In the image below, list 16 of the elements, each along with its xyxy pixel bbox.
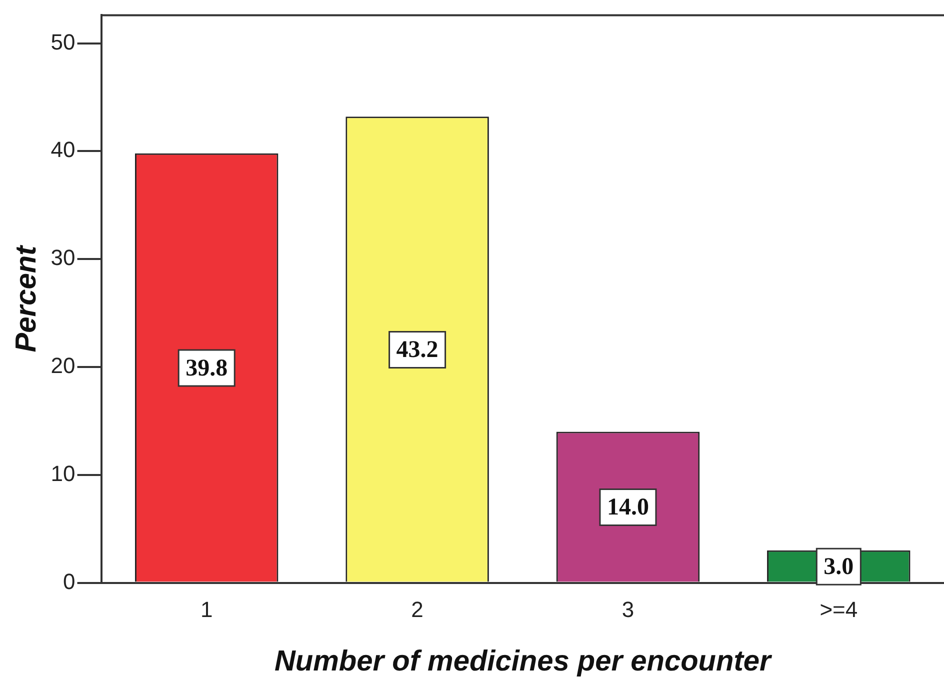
data-label: 43.2 (396, 336, 438, 363)
data-label: 3.0 (824, 554, 854, 580)
x-axis-title: Number of medicines per encounter (274, 646, 773, 678)
y-tick-label: 10 (50, 460, 76, 486)
x-tick-label: 2 (411, 597, 424, 622)
data-label: 14.0 (606, 494, 649, 520)
y-tick-label: 40 (50, 137, 76, 162)
y-tick-label: 50 (50, 29, 76, 54)
y-tick-label: 30 (50, 245, 76, 270)
y-axis-title: Percent (10, 244, 42, 352)
data-label: 39.8 (186, 355, 228, 382)
x-tick-label: 1 (200, 597, 213, 622)
y-tick-label: 20 (50, 353, 76, 378)
x-tick-label: 3 (622, 597, 634, 622)
x-tick-label: >=4 (820, 597, 858, 622)
y-tick-label: 0 (63, 568, 76, 594)
